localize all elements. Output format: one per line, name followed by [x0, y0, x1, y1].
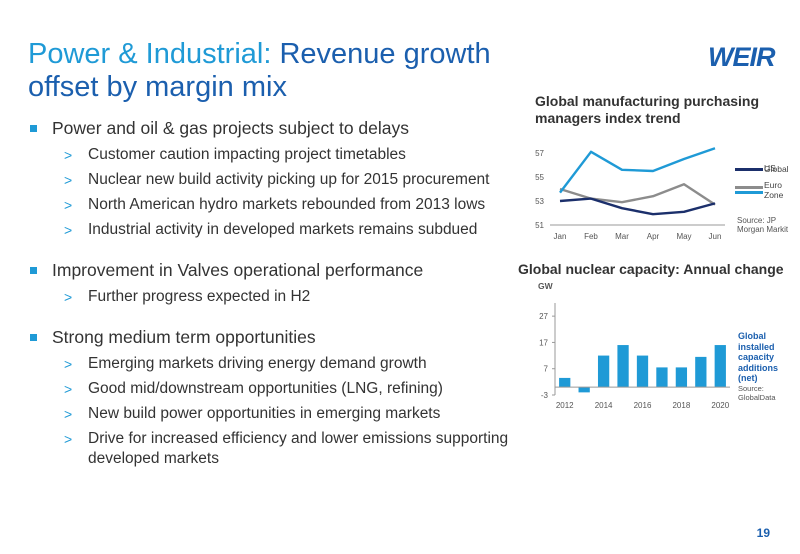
y-tick-label: 55 — [535, 173, 544, 182]
bar-2014 — [597, 355, 610, 388]
y-tick-label: 17 — [539, 338, 548, 347]
weir-logo: WEIR — [708, 42, 796, 75]
arrow-icon: > — [64, 222, 73, 238]
series-line-global — [559, 197, 716, 216]
x-tick-label: 2020 — [711, 401, 729, 410]
bullet-square-icon — [30, 125, 37, 132]
arrow-icon: > — [64, 147, 73, 163]
page-number: 19 — [756, 526, 770, 540]
title-rest: Revenue growth offset by margin mix — [28, 38, 491, 103]
pmi-line-chart: 51 53 55 57 Jan Feb Mar Apr May Jun — [535, 147, 725, 241]
arrow-icon: > — [64, 431, 73, 447]
sub-bullet: > Nuclear new build activity picking up f… — [64, 171, 490, 188]
y-tick-label: 57 — [535, 149, 544, 158]
x-tick-label: 2012 — [556, 401, 574, 410]
nuclear-bar-chart: -3 7 17 27 2012 2014 2016 2018 2020 — [539, 303, 730, 410]
x-tick-label: Jun — [709, 232, 722, 241]
bar-2019 — [695, 356, 707, 388]
arrow-icon: > — [64, 381, 73, 397]
y-tick-label: 51 — [535, 221, 544, 230]
bullet-square-icon — [30, 334, 37, 341]
x-tick-label: Jan — [554, 232, 567, 241]
logo-text: WEIR — [708, 44, 776, 70]
legend-swatch-euro — [735, 186, 763, 189]
page-title: Power & Industrial: Revenue growth offse… — [28, 38, 548, 104]
x-tick-label: Mar — [615, 232, 629, 241]
sub-bullet: > North American hydro markets rebounded … — [64, 196, 486, 213]
legend-label-euro: Euro Zone — [764, 180, 784, 200]
pmi-source: Source: JP Morgan Markit — [737, 216, 789, 234]
sub-bullet: > Good mid/downstream opportunities (LNG,… — [64, 380, 443, 397]
bar-2013 — [578, 387, 590, 393]
nuclear-unit-label: GW — [538, 281, 553, 291]
bar-2018 — [675, 367, 688, 388]
arrow-icon: > — [64, 172, 73, 188]
bullet-1: Power and oil & gas projects subject to … — [28, 116, 518, 140]
legend-label-global: Global — [764, 164, 789, 174]
x-tick-label: May — [676, 232, 691, 241]
bullet-3: Strong medium term opportunities — [28, 325, 518, 349]
series-line-us — [559, 147, 716, 194]
nuclear-legend: Global installed capacity additions (net… — [738, 331, 778, 383]
arrow-icon: > — [64, 356, 73, 372]
sub-bullet: > Further progress expected in H2 — [64, 288, 311, 305]
sub-bullet: > New build power opportunities in emergi… — [64, 405, 441, 422]
y-tick-label: 53 — [535, 197, 544, 206]
arrow-icon: > — [64, 197, 73, 213]
sub-bullet: > Industrial activity in developed market… — [64, 221, 478, 238]
series-line-euro-zone — [559, 183, 716, 206]
pmi-chart-title: Global manufacturing purchasing managers… — [535, 93, 760, 126]
legend-swatch-us — [735, 191, 763, 194]
bar-2015 — [617, 345, 629, 388]
bar-2017 — [656, 367, 668, 388]
sub-bullet: > Customer caution impacting project time… — [64, 146, 406, 163]
y-tick-label: 27 — [539, 312, 548, 321]
x-tick-label: 2014 — [595, 401, 613, 410]
sub-bullet: > Drive for increased efficiency and lowe… — [64, 430, 509, 467]
legend-swatch-global — [735, 168, 763, 171]
x-tick-label: Feb — [584, 232, 598, 241]
arrow-icon: > — [64, 289, 73, 305]
nuclear-source: Source: GlobalData — [738, 384, 776, 402]
bullet-square-icon — [30, 267, 37, 274]
bar-2012 — [559, 377, 571, 388]
title-highlight: Power & Industrial: — [28, 38, 272, 70]
arrow-icon: > — [64, 406, 73, 422]
sub-bullet: > Emerging markets driving energy demand … — [64, 355, 427, 372]
bar-2016 — [636, 355, 649, 388]
y-tick-label: -3 — [541, 391, 549, 400]
bullet-list: Power and oil & gas projects subject to … — [28, 116, 518, 469]
legend-label-us-text: US — [764, 163, 776, 173]
x-tick-label: Apr — [647, 232, 660, 241]
nuclear-chart-title: Global nuclear capacity: Annual change — [518, 261, 784, 277]
bullet-2: Improvement in Valves operational perfor… — [28, 258, 518, 282]
bar-2020 — [714, 345, 726, 388]
x-tick-label: 2018 — [672, 401, 690, 410]
x-tick-label: 2016 — [634, 401, 652, 410]
y-tick-label: 7 — [544, 365, 549, 374]
